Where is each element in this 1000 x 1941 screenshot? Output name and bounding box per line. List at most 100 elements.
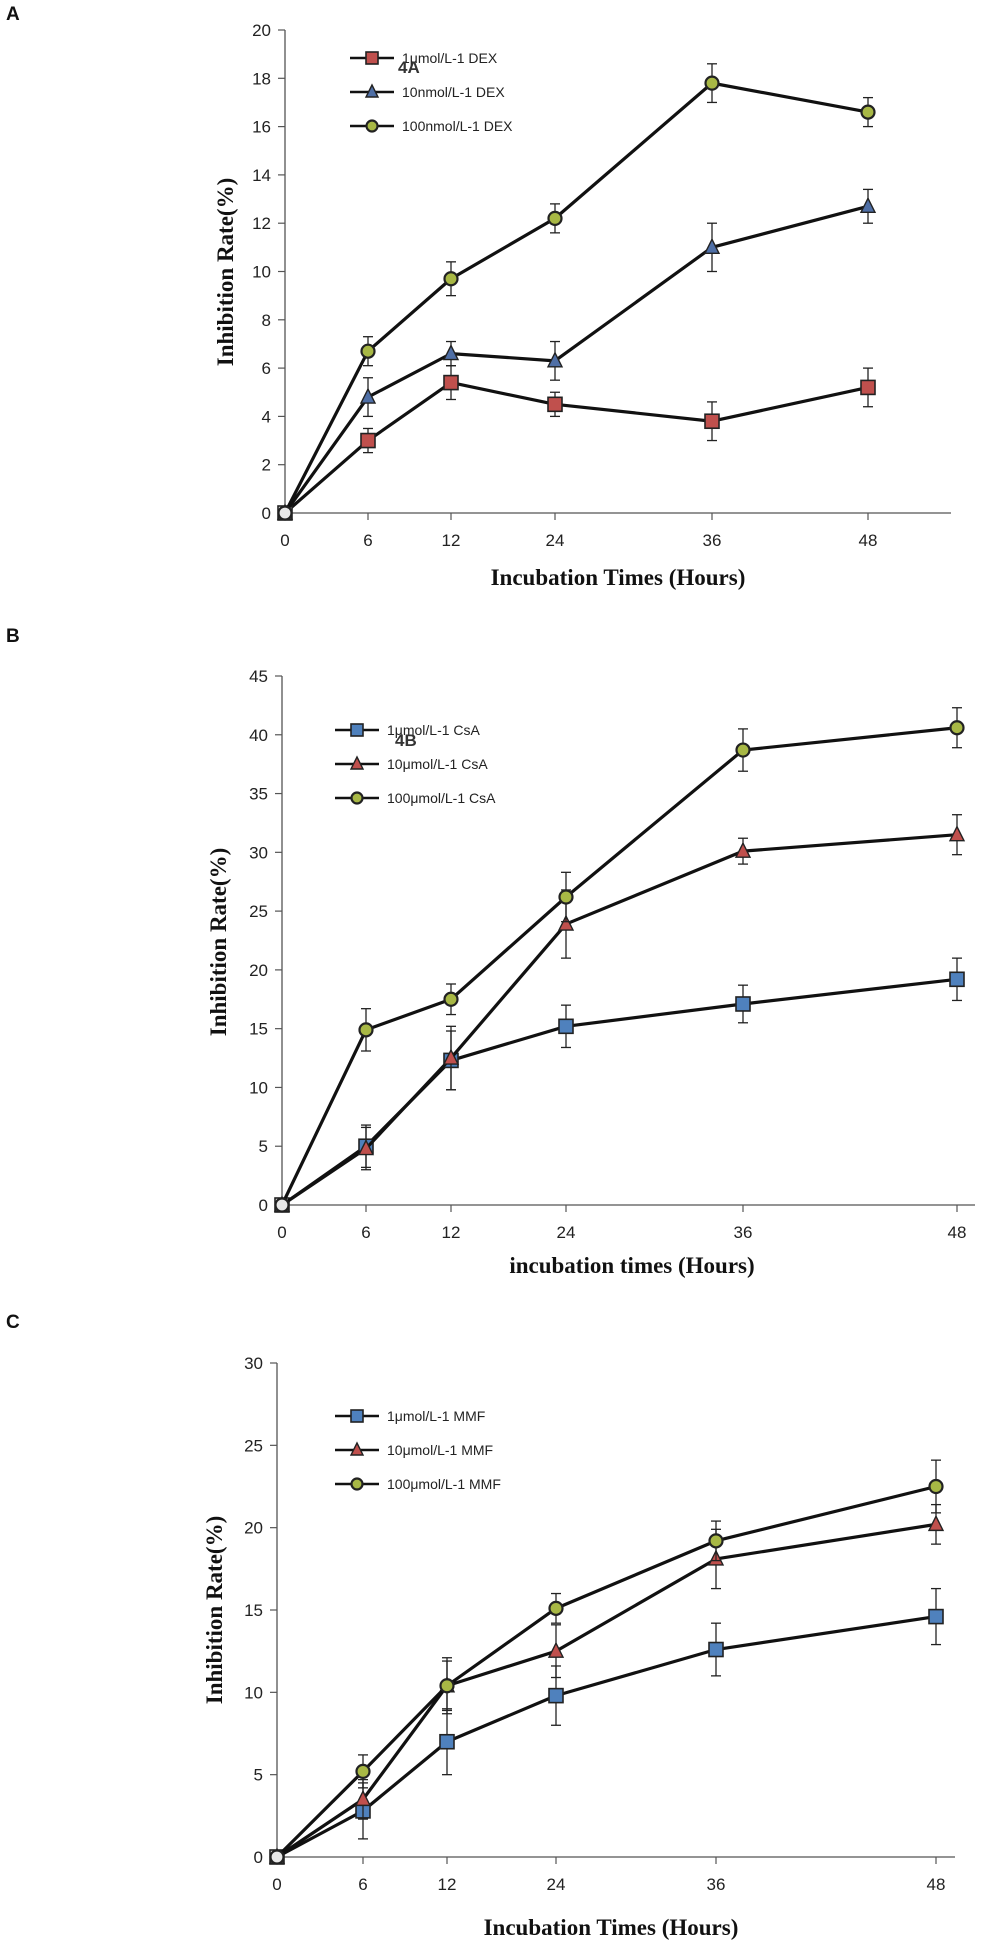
data-point-circle [548,1600,564,1616]
data-point-circle [735,742,751,758]
y-axis-title-b: Inhibition Rate(%) [206,848,231,1037]
series-line [276,1615,937,1859]
y-tick-label: 30 [244,1354,263,1373]
series-line [276,1522,937,1859]
legend-label: 100μmol/L-1 CsA [387,790,496,806]
data-point-triangle [703,237,721,255]
data-point-square [443,374,459,391]
x-tick-label: 48 [948,1223,967,1242]
x-tick-label: 12 [438,1875,457,1894]
y-tick-label: 0 [259,1196,268,1215]
y-tick-label: 30 [249,843,268,862]
x-axis-title-a: Incubation Times (Hours) [491,565,746,590]
annotation-b: 4B [395,731,417,750]
data-point-circle [439,1678,455,1694]
legend-marker-circle [350,791,364,805]
y-tick-label: 5 [259,1137,268,1156]
x-tick-label: 48 [859,531,878,550]
series-line [281,977,958,1207]
legend-label: 10μmol/L-1 MMF [387,1442,493,1458]
data-point-square [548,1687,564,1704]
y-tick-label: 40 [249,726,268,745]
x-axis-title-c: Incubation Times (Hours) [484,1915,739,1940]
data-point-triangle [948,825,966,842]
x-tick-label: 12 [442,531,461,550]
legend-label: 100μmol/L-1 MMF [387,1476,501,1492]
data-point-triangle [357,1139,375,1156]
legend-label: 1μmol/L-1 MMF [387,1408,485,1424]
legend-marker-circle [365,119,379,133]
data-point-circle [949,720,965,736]
x-tick-label: 0 [280,531,289,550]
panel-letter-c: C [6,1312,20,1333]
data-point-triangle [859,196,877,213]
series-line [280,726,958,1206]
panel-letter-b: B [6,626,20,647]
x-tick-label: 6 [361,1223,370,1242]
data-point-circle [547,210,563,226]
y-tick-label: 20 [252,21,271,40]
chart-panel-c: C 0 5 10 15 20 25 30 0 6 12 24 36 48 Incubation Time… [0,1280,1000,1941]
data-point-triangle [734,841,752,858]
legend-marker-triangle [349,755,365,770]
data-point-triangle [359,387,377,404]
legend-c: 1μmol/L-1 MMF 10μmol/L-1 MMF 100μmol/L-1 M… [335,1408,501,1492]
y-tick-label: 15 [249,1020,268,1039]
data-point-circle [860,104,876,120]
y-tick-label: 16 [252,118,271,137]
data-point-circle [355,1763,371,1779]
y-tick-label: 8 [262,311,271,330]
y-tick-label: 4 [262,407,271,426]
x-tick-label: 6 [358,1875,367,1894]
plot-area-b: 0 5 10 15 20 25 30 35 40 45 0 6 12 24 36 48 [249,667,975,1242]
y-tick-label: 20 [244,1519,263,1538]
data-point-circle [443,271,459,287]
legend-marker-square [350,1409,364,1423]
data-point-circle [704,75,720,91]
data-point-circle [274,1197,290,1213]
data-point-circle [558,889,574,905]
legend-label: 1μmol/L-1 DEX [402,50,498,66]
y-axis-title-a: Inhibition Rate(%) [213,178,238,367]
data-point-square [360,432,376,449]
data-point-square [735,996,751,1012]
data-point-triangle [442,1048,460,1065]
y-axis-title-c: Inhibition Rate(%) [202,1516,227,1705]
x-tick-label: 12 [442,1223,461,1242]
legend-a: 1μmol/L-1 DEX 10nmol/L-1 DEX 100nmol/L-1 D… [350,50,513,134]
data-point-square [708,1641,724,1658]
x-tick-label: 36 [703,531,722,550]
y-tick-label: 12 [252,214,271,233]
y-tick-label: 14 [252,166,271,185]
y-tick-label: 20 [249,961,268,980]
legend-b: 1μmol/L-1 CsA 10μmol/L-1 CsA 100μmol/L-1 C… [335,722,496,806]
y-tick-label: 25 [249,902,268,921]
data-point-circle [708,1533,724,1549]
legend-marker-triangle [349,1441,365,1456]
data-point-triangle [927,1514,945,1532]
data-point-square [928,1608,944,1625]
data-point-square [558,1018,574,1035]
chart-panel-b: B 0 5 10 15 20 25 30 35 40 45 0 6 12 24 36 48 incubatio… [0,620,1000,1280]
data-point-circle [277,505,293,521]
legend-label: 10nmol/L-1 DEX [402,84,505,100]
x-tick-label: 0 [277,1223,286,1242]
y-tick-label: 10 [252,263,271,282]
series-line [283,204,869,514]
legend-label: 1μmol/L-1 CsA [387,722,481,738]
series-line [275,1484,937,1859]
chart-c-svg: C 0 5 10 15 20 25 30 0 6 12 24 36 48 Incubation Time… [6,1312,955,1940]
legend-marker-square [365,51,379,65]
x-tick-label: 24 [557,1223,576,1242]
data-point-triangle [546,351,564,368]
y-tick-label: 15 [244,1601,263,1620]
y-tick-label: 45 [249,667,268,686]
y-tick-label: 0 [254,1848,263,1867]
chart-panel-a: A 0 2 4 6 8 10 12 14 16 18 20 0 6 12 24 36 48 Incubation… [0,0,1000,620]
x-tick-label: 6 [363,531,372,550]
data-point-square [439,1733,455,1750]
data-point-circle [358,1022,374,1038]
legend-label: 100nmol/L-1 DEX [402,118,513,134]
legend-marker-square [350,723,364,737]
